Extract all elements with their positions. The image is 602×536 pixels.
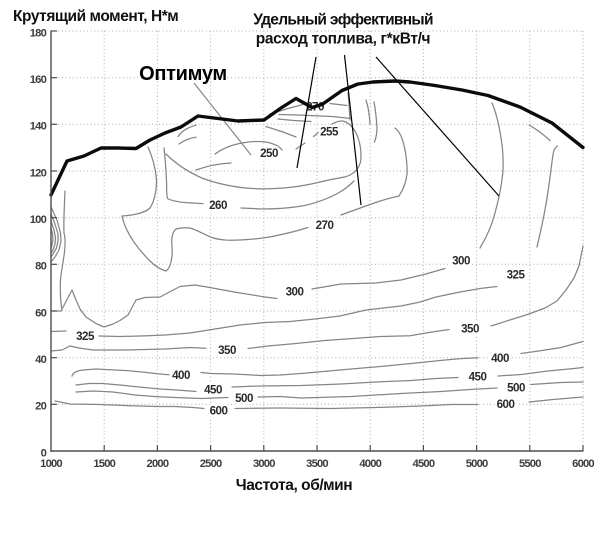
svg-text:160: 160	[30, 74, 47, 86]
svg-text:450: 450	[469, 371, 487, 384]
svg-text:3500: 3500	[306, 458, 328, 470]
svg-text:325: 325	[76, 330, 95, 343]
svg-text:140: 140	[30, 121, 47, 133]
svg-text:180: 180	[30, 27, 47, 39]
svg-text:300: 300	[452, 255, 470, 268]
svg-text:6000: 6000	[572, 458, 594, 470]
svg-text:60: 60	[35, 307, 46, 319]
svg-text:5500: 5500	[519, 458, 541, 470]
svg-text:1500: 1500	[93, 458, 115, 470]
svg-text:400: 400	[172, 369, 190, 382]
svg-text:40: 40	[35, 354, 46, 366]
svg-text:500: 500	[507, 382, 525, 395]
svg-text:100: 100	[30, 214, 47, 226]
svg-text:5000: 5000	[466, 458, 488, 470]
svg-text:80: 80	[35, 261, 46, 273]
svg-text:350: 350	[218, 344, 236, 357]
svg-text:300: 300	[286, 286, 304, 299]
svg-text:1000: 1000	[40, 458, 62, 470]
svg-text:4500: 4500	[413, 458, 435, 470]
svg-text:600: 600	[497, 398, 515, 411]
svg-text:Оптимум: Оптимум	[139, 63, 227, 85]
svg-text:400: 400	[491, 352, 509, 365]
svg-text:260: 260	[209, 199, 227, 212]
svg-text:325: 325	[507, 269, 526, 282]
svg-text:Крутящий момент, Н*м: Крутящий момент, Н*м	[13, 8, 178, 25]
svg-text:270: 270	[316, 219, 334, 232]
svg-text:450: 450	[204, 383, 222, 396]
svg-text:500: 500	[235, 392, 253, 405]
svg-text:Частота, об/мин: Частота, об/мин	[236, 477, 352, 494]
svg-text:255: 255	[320, 126, 339, 139]
svg-text:20: 20	[35, 401, 46, 413]
svg-text:4000: 4000	[359, 458, 381, 470]
svg-text:350: 350	[461, 322, 479, 335]
svg-text:120: 120	[30, 167, 47, 179]
svg-text:2500: 2500	[200, 458, 222, 470]
svg-text:расход топлива, г*кВт/ч: расход топлива, г*кВт/ч	[256, 31, 430, 48]
svg-text:Удельный эффективный: Удельный эффективный	[253, 12, 433, 29]
svg-text:2000: 2000	[147, 458, 169, 470]
svg-text:3000: 3000	[253, 458, 275, 470]
svg-text:600: 600	[210, 404, 228, 417]
svg-text:0: 0	[41, 447, 47, 459]
svg-text:250: 250	[260, 147, 278, 160]
